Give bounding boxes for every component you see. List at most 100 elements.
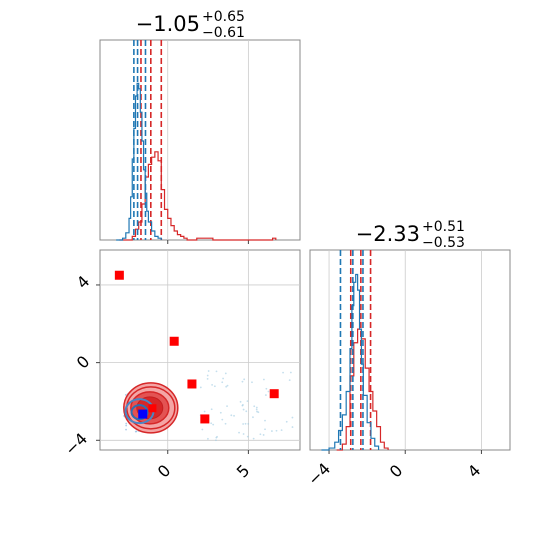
joint-panel: 4 0 −4 0 5 xyxy=(61,249,301,482)
sample-point xyxy=(253,405,256,408)
sample-point xyxy=(280,429,283,432)
marginal-x-panel: −1.05 +0.65 −0.61 xyxy=(99,9,301,244)
sample-point xyxy=(212,423,215,426)
marginal-x-title-sub: −0.61 xyxy=(202,25,245,41)
sample-point xyxy=(247,422,250,425)
marginal-y-xtick-label: −4 xyxy=(304,459,334,489)
sample-point xyxy=(210,422,213,425)
sample-point xyxy=(252,437,255,440)
marginal-y-title-sub: −0.53 xyxy=(422,235,465,251)
histogram-step-line xyxy=(116,82,162,241)
red-square-marker xyxy=(187,379,197,389)
marginal-y-frame xyxy=(309,249,511,451)
sample-point xyxy=(289,371,292,374)
sample-point xyxy=(199,386,202,389)
sample-point xyxy=(291,426,294,428)
sample-point xyxy=(213,385,216,388)
sample-point xyxy=(251,381,253,384)
histogram-step-line xyxy=(336,328,389,451)
blue-contour-inner xyxy=(130,404,149,421)
sample-point xyxy=(135,430,138,433)
joint-xtick-label: 5 xyxy=(233,461,254,482)
marginal-y-xtick-label: 0 xyxy=(386,461,407,482)
red-square-marker xyxy=(114,270,124,280)
sample-point xyxy=(255,408,258,411)
sample-point xyxy=(246,435,249,438)
sample-point xyxy=(243,378,246,381)
marginal-x-frame xyxy=(99,39,301,241)
sample-point xyxy=(241,404,244,407)
red-square-marker xyxy=(269,389,279,399)
joint-ytick-label: −4 xyxy=(61,429,91,459)
sample-point xyxy=(264,394,267,396)
marginal-y-xtick-label: 4 xyxy=(464,461,485,482)
sample-point xyxy=(219,411,222,414)
marginal-x-title-sup: +0.65 xyxy=(202,9,245,25)
sample-point xyxy=(201,428,204,431)
sample-point xyxy=(203,410,206,413)
marginal-y-title-sup: +0.51 xyxy=(422,219,465,235)
marginal-y-title-main: −2.33 xyxy=(356,222,420,246)
joint-xtick-label: 0 xyxy=(154,461,175,482)
sample-point xyxy=(252,416,254,419)
sample-point xyxy=(285,420,288,423)
sample-point xyxy=(246,400,249,402)
sample-point xyxy=(215,439,217,442)
sample-point xyxy=(275,429,278,432)
sample-point xyxy=(262,434,265,436)
sample-point xyxy=(259,433,262,436)
sample-point xyxy=(263,378,265,381)
sample-point xyxy=(245,410,248,413)
sample-point xyxy=(210,408,213,411)
red-square-marker xyxy=(169,336,179,346)
sample-point xyxy=(215,436,218,439)
red-square-marker xyxy=(148,404,157,413)
sample-point xyxy=(282,371,284,374)
sample-point xyxy=(242,433,245,435)
sample-point xyxy=(264,419,266,422)
sample-point xyxy=(233,414,235,417)
histogram-step-line xyxy=(321,273,380,451)
sample-point xyxy=(225,385,228,388)
sample-point xyxy=(265,387,268,390)
blue-square-marker xyxy=(138,409,148,419)
sample-point xyxy=(230,414,233,417)
sample-point xyxy=(267,390,270,393)
joint-ytick-label: 0 xyxy=(73,352,94,373)
sample-point xyxy=(125,424,128,427)
sample-point xyxy=(222,377,224,380)
sample-point xyxy=(207,437,209,440)
marginal-x-title-main: −1.05 xyxy=(136,12,200,36)
sample-point xyxy=(257,411,260,414)
sample-point xyxy=(226,405,228,408)
sample-point xyxy=(206,374,209,377)
sample-point xyxy=(239,400,242,403)
joint-ytick-label: 4 xyxy=(73,272,94,293)
red-square-marker xyxy=(200,414,210,424)
sample-point xyxy=(124,393,127,396)
sample-point xyxy=(224,372,227,375)
sample-point xyxy=(226,384,229,387)
joint-content xyxy=(96,250,300,454)
sample-point xyxy=(207,370,210,372)
sample-point xyxy=(271,430,273,432)
marginal-y-histograms xyxy=(321,250,482,454)
sample-point xyxy=(221,381,224,384)
sample-point xyxy=(291,416,294,419)
sample-point xyxy=(224,422,227,425)
sample-point xyxy=(215,370,218,373)
sample-point xyxy=(125,422,128,425)
marginal-x-histograms xyxy=(116,40,277,244)
sample-point xyxy=(255,406,258,409)
sample-point xyxy=(221,418,224,421)
sample-point xyxy=(288,379,291,382)
sample-point xyxy=(211,383,214,386)
sample-point xyxy=(242,423,245,425)
sample-point xyxy=(241,380,244,383)
sample-point xyxy=(242,408,245,411)
sample-point xyxy=(125,428,127,431)
sample-point xyxy=(238,431,240,434)
sample-point xyxy=(244,422,247,425)
sample-point xyxy=(206,377,209,380)
